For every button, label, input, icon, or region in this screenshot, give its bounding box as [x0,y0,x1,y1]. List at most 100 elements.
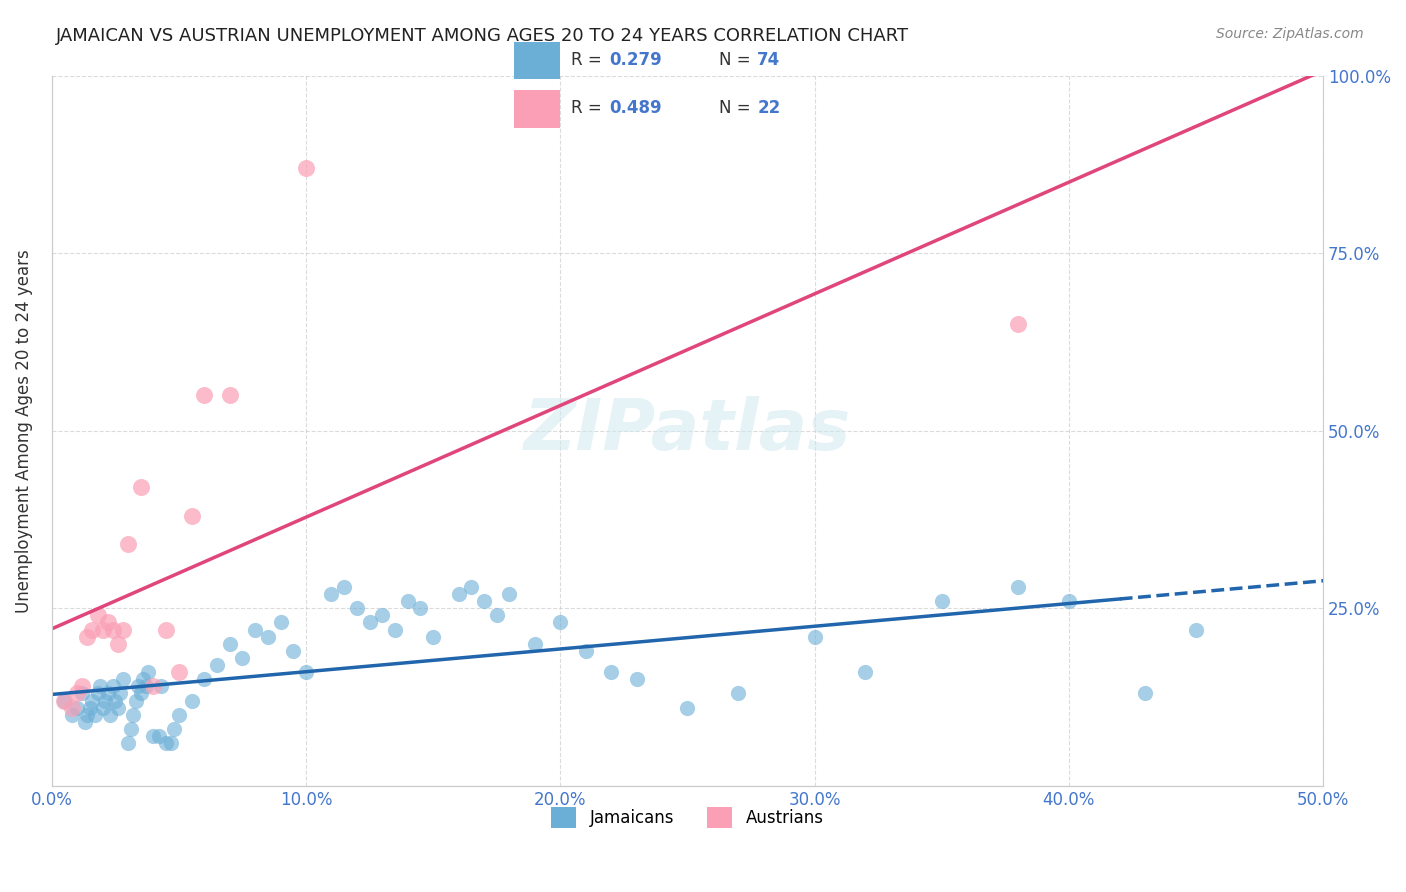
Text: N =: N = [720,99,756,117]
Point [76,707,98,722]
Point [53,693,76,707]
Point [120,722,142,736]
Text: Source: ZipAtlas.com: Source: ZipAtlas.com [1216,27,1364,41]
Point [167,707,190,722]
Bar [515,90,560,128]
Text: R =: R = [571,99,607,117]
Point [523,637,546,651]
Point [82,623,104,637]
Point [124,693,146,707]
Point [270,615,292,630]
Point [295,665,318,680]
Point [89,679,111,693]
Point [321,587,343,601]
Point [371,608,394,623]
Point [243,623,266,637]
Point [142,729,165,743]
Point [135,679,157,693]
Point [460,580,482,594]
Point [1185,623,1208,637]
Point [167,665,190,680]
Text: 0.279: 0.279 [609,51,662,69]
Text: N =: N = [720,51,756,69]
Point [600,665,623,680]
Point [66,700,89,714]
Text: 22: 22 [758,99,780,117]
Point [53,693,76,707]
Point [626,672,648,686]
Point [333,580,356,594]
Point [727,686,749,700]
Y-axis label: Unemployment Among Ages 20 to 24 years: Unemployment Among Ages 20 to 24 years [15,249,32,613]
Text: JAMAICAN VS AUSTRIAN UNEMPLOYMENT AMONG AGES 20 TO 24 YEARS CORRELATION CHART: JAMAICAN VS AUSTRIAN UNEMPLOYMENT AMONG … [56,27,910,45]
Point [180,693,202,707]
Point [422,630,444,644]
Point [193,388,215,402]
Point [148,729,170,743]
Point [129,480,152,494]
Point [94,693,117,707]
Point [97,686,120,700]
Point [676,700,699,714]
Point [295,161,318,175]
Point [384,623,406,637]
Point [193,672,215,686]
Point [396,594,419,608]
Point [101,679,124,693]
Point [60,700,83,714]
Point [1133,686,1156,700]
Point [218,388,240,402]
Point [498,587,520,601]
Point [346,601,368,615]
Point [101,623,124,637]
Point [117,537,139,551]
Point [72,679,94,693]
Legend: Jamaicans, Austrians: Jamaicans, Austrians [544,801,831,834]
Point [122,707,145,722]
Point [1007,317,1029,331]
Point [97,615,120,630]
Point [803,630,825,644]
Point [127,679,149,693]
Text: 0.489: 0.489 [609,99,662,117]
Point [86,686,108,700]
Point [91,623,114,637]
Point [117,736,139,750]
Point [257,630,280,644]
Text: 74: 74 [758,51,780,69]
Point [283,644,305,658]
Point [155,736,177,750]
Point [163,722,186,736]
Point [485,608,508,623]
Point [1057,594,1080,608]
Point [76,630,98,644]
Point [91,700,114,714]
Point [104,693,127,707]
Text: ZIPatlas: ZIPatlas [524,396,851,465]
Point [72,686,94,700]
Point [98,707,121,722]
Point [472,594,495,608]
Point [138,665,160,680]
Point [160,736,183,750]
Point [107,700,129,714]
Point [447,587,470,601]
Point [180,508,202,523]
Point [931,594,953,608]
Point [218,637,240,651]
Point [111,623,134,637]
Point [86,608,108,623]
Point [550,615,572,630]
Point [855,665,877,680]
Point [66,686,89,700]
Point [142,679,165,693]
Point [1007,580,1029,594]
Point [111,672,134,686]
Point [155,623,177,637]
Bar [515,42,560,79]
Point [79,700,101,714]
Point [132,672,155,686]
Point [409,601,432,615]
Point [129,686,152,700]
Point [359,615,381,630]
